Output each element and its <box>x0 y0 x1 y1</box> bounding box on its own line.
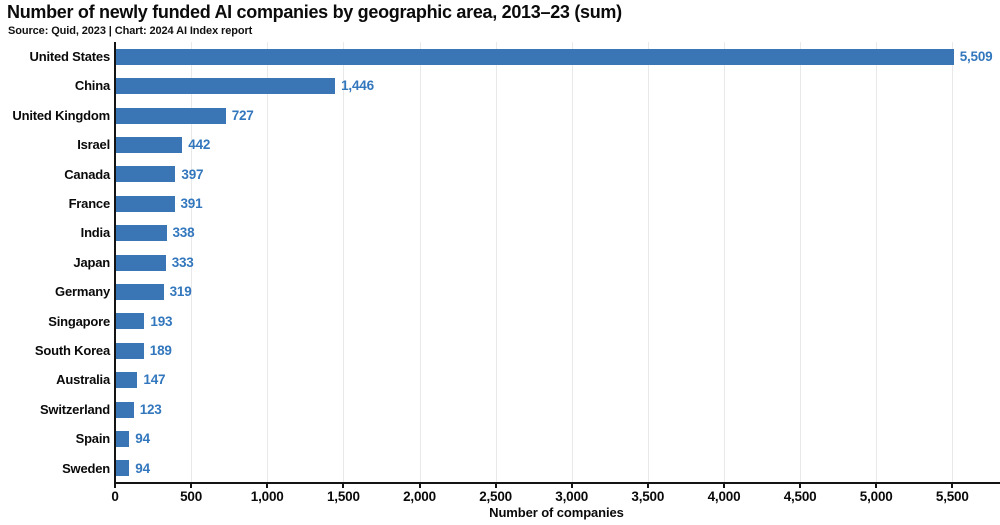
value-label: 1,446 <box>341 78 374 94</box>
category-label: Singapore <box>48 313 110 329</box>
x-tick-label: 3,000 <box>555 489 589 504</box>
category-label: Germany <box>55 284 110 300</box>
x-tick-label: 2,500 <box>479 489 512 504</box>
gridline <box>647 42 649 483</box>
value-label: 319 <box>169 284 192 300</box>
chart-source: Source: Quid, 2023 | Chart: 2024 AI Inde… <box>8 25 253 37</box>
value-label: 727 <box>231 107 254 123</box>
gridline <box>724 42 725 483</box>
value-label: 391 <box>180 196 203 211</box>
x-tick-mark <box>799 484 802 488</box>
gridline <box>800 42 802 483</box>
category-label: Japan <box>73 254 110 270</box>
x-tick-label: 4,500 <box>783 489 817 504</box>
category-label: Switzerland <box>39 401 110 417</box>
value-label: 94 <box>135 431 150 447</box>
x-tick-label: 5,500 <box>935 489 969 504</box>
y-axis-line <box>114 42 116 484</box>
x-tick-mark <box>114 484 116 488</box>
x-tick-mark <box>342 484 345 488</box>
bar-united-kingdom <box>115 107 226 124</box>
bar-singapore <box>115 313 145 330</box>
gridline <box>343 42 345 483</box>
category-label: United States <box>29 49 111 64</box>
value-label: 338 <box>172 225 195 241</box>
bar-sweden <box>115 460 130 477</box>
x-tick-mark <box>646 484 649 488</box>
value-label: 147 <box>143 372 166 388</box>
x-tick-mark <box>190 484 193 488</box>
gridline <box>495 42 497 483</box>
value-label: 193 <box>150 313 173 329</box>
bar-india <box>115 225 167 242</box>
bar-australia <box>115 372 138 389</box>
x-tick-mark <box>266 484 269 488</box>
plot-area: 5,509 1,446 727 442 397 391 338 333 319 193 189 147… <box>115 42 998 483</box>
category-label: France <box>68 196 111 211</box>
x-tick-mark <box>570 484 573 488</box>
category-label: Spain <box>75 431 111 447</box>
gridline <box>571 42 573 483</box>
gridline <box>267 42 269 483</box>
x-axis-title: Number of companies <box>489 505 624 520</box>
x-tick-label: 3,500 <box>631 489 665 504</box>
gridline <box>876 42 878 483</box>
x-tick-mark <box>875 484 878 488</box>
x-tick-mark <box>723 484 725 488</box>
value-label: 189 <box>149 343 172 358</box>
category-label: India <box>80 225 111 241</box>
category-label: United Kingdom <box>12 107 110 123</box>
x-tick-label: 5,000 <box>859 489 893 504</box>
x-tick-label: 2,000 <box>403 489 436 504</box>
category-label: South Korea <box>34 343 110 358</box>
category-label: Australia <box>56 372 110 388</box>
bar-germany <box>115 283 164 300</box>
bar-israel <box>115 136 183 153</box>
value-label: 94 <box>135 460 150 476</box>
x-tick-mark <box>418 484 421 488</box>
category-label: Sweden <box>62 460 110 476</box>
bar-canada <box>115 166 176 183</box>
value-label: 397 <box>181 166 204 182</box>
value-label: 333 <box>171 254 194 270</box>
bar-japan <box>115 254 166 271</box>
x-tick-mark <box>494 484 497 488</box>
gridline <box>191 42 193 483</box>
bar-united-states <box>115 48 954 65</box>
y-axis-labels: United States China United Kingdom Israel Ca… <box>0 42 110 483</box>
bar-spain <box>115 430 130 447</box>
x-tick-label: 1,000 <box>250 489 284 504</box>
category-label: Israel <box>77 137 110 153</box>
x-axis-line <box>114 482 1000 484</box>
value-label: 123 <box>139 401 162 417</box>
x-tick-label: 500 <box>180 489 203 504</box>
bar-switzerland <box>115 401 134 418</box>
x-tick-label: 1,500 <box>326 489 360 504</box>
value-label: 442 <box>188 137 211 153</box>
gridline <box>952 42 954 483</box>
x-tick-mark <box>951 484 954 488</box>
gridline <box>419 42 421 483</box>
category-label: Canada <box>64 166 110 182</box>
value-label: 5,509 <box>959 49 993 64</box>
x-tick-label: 4,000 <box>707 489 741 504</box>
bar-china <box>115 78 336 95</box>
category-label: China <box>74 78 110 94</box>
bar-south-korea <box>115 342 144 359</box>
bar-france <box>115 195 175 212</box>
x-tick-label: 0 <box>111 489 119 504</box>
chart-title: Number of newly funded AI companies by g… <box>7 2 622 22</box>
